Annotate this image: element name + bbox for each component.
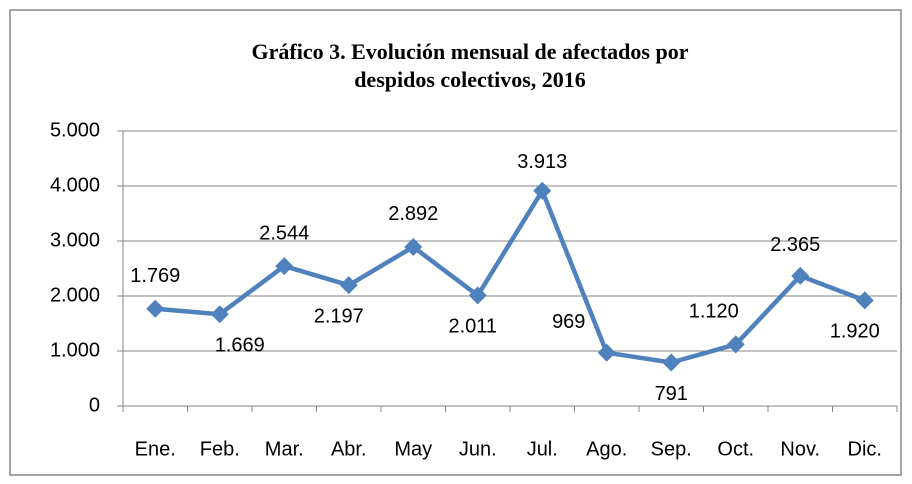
x-tick-label: Feb. [200, 438, 240, 460]
line [155, 188, 866, 365]
x-tick-label: Nov. [780, 438, 820, 460]
x-tick-label: Abr. [331, 438, 367, 460]
x-tick-label: Oct. [717, 438, 754, 460]
x-tick-label: Mar. [265, 438, 304, 460]
data-label: 3.913 [517, 151, 567, 173]
marker [662, 353, 681, 372]
data-label: 1.120 [689, 301, 739, 323]
y-tick-label: 3.000 [50, 229, 100, 251]
data-label: 791 [655, 383, 688, 405]
x-tick-label: Jun. [459, 438, 497, 460]
x-tick-label: Sep. [651, 438, 692, 460]
marker [339, 276, 358, 295]
x-tick-label: Ene. [135, 438, 176, 460]
marker [791, 266, 810, 285]
y-tick-label: 4.000 [50, 174, 100, 196]
data-label: 2.011 [448, 316, 497, 338]
marker [597, 343, 616, 362]
marker [468, 286, 487, 305]
chart-frame [9, 9, 902, 476]
marker [855, 291, 874, 310]
x-tick-label: Ago. [586, 438, 627, 460]
data-label: 2.365 [770, 234, 820, 256]
data-label: 969 [552, 311, 585, 333]
data-label: 1.669 [215, 334, 265, 356]
data-label: 1.920 [830, 321, 880, 343]
x-tick-label: May [394, 438, 432, 460]
chart-title: Gráfico 3. Evolución mensual de afectado… [251, 39, 689, 92]
y-tick-label: 0 [89, 394, 100, 416]
y-tick-label: 1.000 [50, 339, 100, 361]
marker [726, 335, 745, 354]
data-label: 2.197 [314, 305, 364, 327]
x-tick-label: Dic. [848, 438, 882, 460]
y-tick-label: 5.000 [50, 119, 100, 141]
y-tick-label: 2.000 [50, 284, 100, 306]
data-label: 1.769 [130, 265, 180, 287]
x-tick-label: Jul. [527, 438, 558, 460]
marker [533, 181, 552, 200]
data-label: 2.892 [388, 203, 438, 225]
marker [210, 305, 229, 324]
data-label: 2.544 [259, 222, 309, 244]
marker [404, 237, 423, 256]
marker [146, 299, 165, 318]
marker [275, 257, 294, 276]
